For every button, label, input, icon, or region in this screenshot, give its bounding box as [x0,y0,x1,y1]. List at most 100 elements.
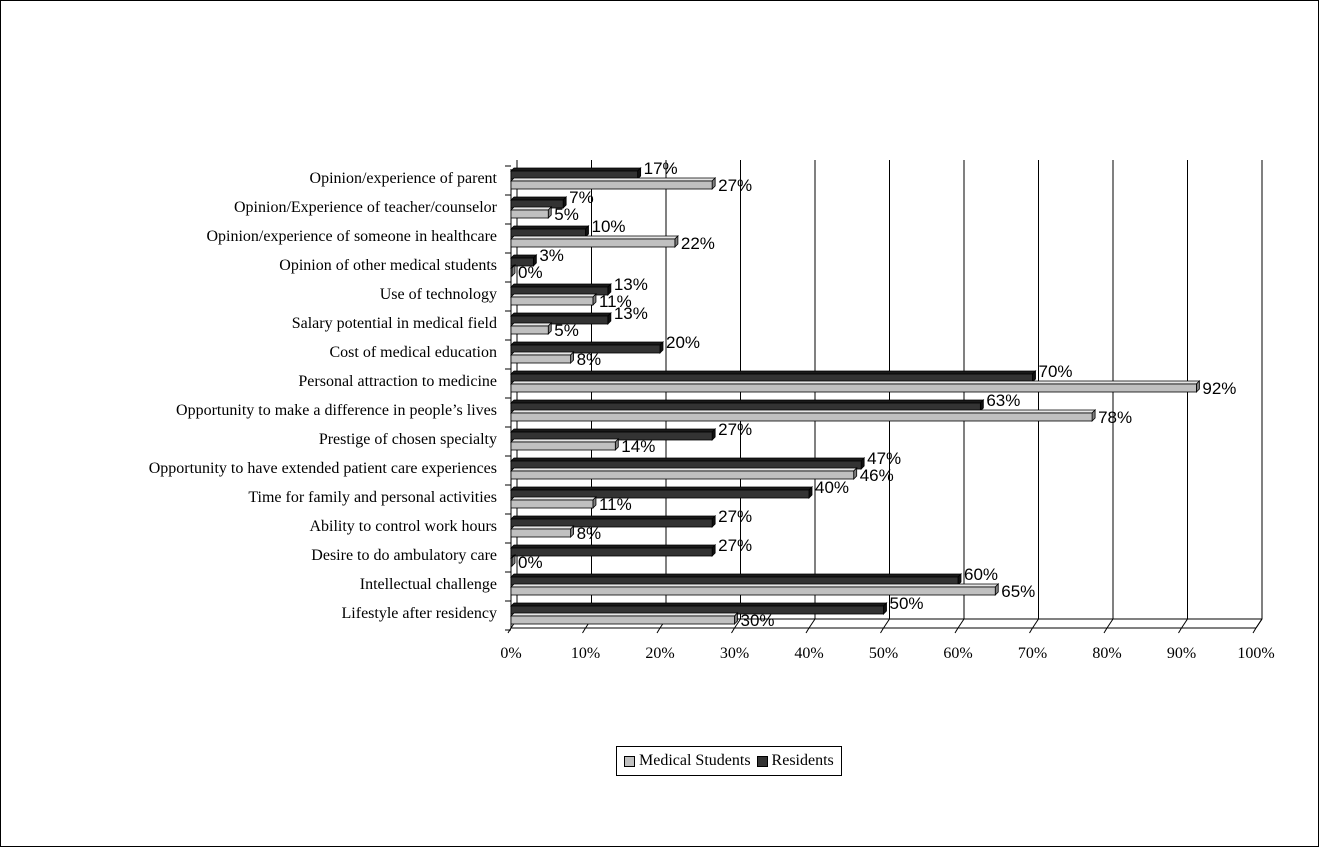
x-tick-label: 90% [1167,645,1196,662]
data-label-residents: 47% [867,449,901,468]
bar-medical-students [510,441,616,451]
data-label-medical-students: 30% [741,611,775,630]
bar-top-medical-students [510,322,553,327]
data-label-medical-students: 8% [577,350,602,369]
x-tick-label: 60% [943,645,972,662]
category-label: Prestige of chosen specialty [319,431,497,448]
x-tick-label: 40% [794,645,823,662]
category-label: Ability to control work hours [309,518,497,535]
data-label-residents: 3% [539,246,564,265]
x-tick-mark [1103,627,1108,634]
x-tick-label: 10% [571,645,600,662]
data-label-medical-students: 27% [718,176,752,195]
bar-medical-students [510,586,996,596]
bar-top-medical-students [510,293,597,298]
bar-medical-students [510,267,513,277]
data-label-residents: 27% [718,536,752,555]
bar-residents [510,518,713,528]
x-tick-label: 80% [1092,645,1121,662]
legend-swatch-medical-students [624,755,635,767]
x-tick-mark [1252,627,1257,634]
category-label: Cost of medical education [329,344,497,361]
bar-top-residents [510,312,612,317]
floor-line [1181,618,1188,629]
x-tick-mark [954,627,959,634]
bar-top-medical-students [510,177,717,182]
bar-top-residents [510,457,866,462]
floor-line [883,618,890,629]
data-label-residents: 7% [569,188,594,207]
legend-swatch-residents [756,755,768,767]
category-label: Personal attraction to medicine [298,373,497,390]
bar-medical-students [510,383,1197,393]
bar-residents [510,489,810,499]
category-label: Time for family and personal activities [248,489,497,506]
bar-medical-students [510,615,735,625]
floor-line [1032,618,1039,629]
bar-medical-students [510,180,713,190]
bar-top-medical-students [510,438,620,443]
bar-top-medical-students [510,525,575,530]
bar-medical-students [510,499,594,509]
bar-top-medical-students [510,467,858,472]
bar-residents [510,315,609,325]
data-label-medical-students: 92% [1202,379,1236,398]
bar-medical-students [510,325,549,335]
x-tick-mark [1029,627,1033,634]
data-label-residents: 50% [890,594,924,613]
bar-top-residents [510,573,962,578]
legend: Medical Students Residents [616,746,842,776]
data-label-medical-students: 0% [518,553,543,572]
legend-item-residents: Residents [756,752,834,770]
floor-line [808,618,816,629]
category-label: Opinion/Experience of teacher/counselor [234,199,498,216]
bar-top-medical-students [510,206,553,211]
category-label: Opinion/experience of parent [310,170,498,187]
bar-top-residents [510,254,538,259]
bar-top-residents [510,602,888,607]
category-label: Intellectual challenge [360,576,497,593]
data-label-medical-students: 65% [1001,582,1035,601]
data-label-residents: 13% [614,275,648,294]
data-label-medical-students: 11% [599,292,632,311]
floor-line [957,618,965,629]
category-label: Opinion of other medical students [279,257,497,274]
bar-medical-students [510,209,549,219]
bar-top-medical-students [510,235,679,240]
bar-top-residents [510,515,717,520]
bar-top-medical-students [510,583,1000,588]
bar-top-medical-students [510,409,1097,414]
bar-top-residents [510,167,642,172]
category-label: Opportunity to have extended patient car… [149,460,497,477]
data-label-residents: 27% [718,507,752,526]
bar-residents [510,547,713,557]
data-label-medical-students: 11% [599,495,632,514]
data-label-medical-students: 8% [577,524,602,543]
bar-residents [510,257,534,267]
x-tick-mark [731,627,735,634]
bar-top-medical-students [510,496,597,501]
x-tick-label: 70% [1018,645,1047,662]
data-label-medical-students: 78% [1098,408,1132,427]
x-tick-mark [1178,627,1182,634]
legend-label-residents: Residents [771,752,834,769]
bar-top-residents [510,283,612,288]
data-label-residents: 20% [666,333,700,352]
data-label-residents: 13% [614,304,648,323]
x-tick-label: 0% [500,645,521,662]
bar-medical-students [510,412,1093,422]
bar-medical-students [510,528,571,538]
floor-line [1255,618,1263,629]
category-label: Salary potential in medical field [292,315,497,332]
data-label-residents: 27% [718,420,752,439]
bar-medical-students [510,354,571,364]
data-label-medical-students: 5% [554,205,579,224]
x-tick-label: 20% [645,645,674,662]
bar-top-residents [510,225,590,230]
x-tick-mark [805,627,810,634]
legend-item-medical-students: Medical Students [624,752,751,770]
bar-top-residents [510,486,813,491]
x-tick-mark [582,627,586,634]
category-label: Opinion/experience of someone in healthc… [206,228,497,245]
